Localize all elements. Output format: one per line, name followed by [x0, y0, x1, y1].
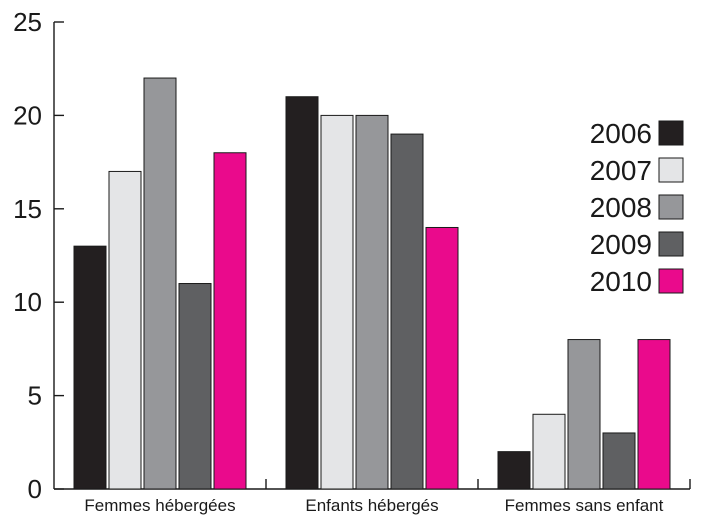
legend-swatch	[658, 157, 684, 183]
category-labels: Femmes hébergées Enfants hébergés Femmes s…	[84, 496, 663, 515]
legend-swatch	[658, 268, 684, 294]
bar-2006-1	[73, 245, 107, 490]
legend-swatch	[658, 194, 684, 220]
category-label: Femmes sans enfant	[505, 496, 664, 515]
legend: 2006 2007 2008 2009 2010	[590, 118, 684, 297]
bar-2010-1	[213, 152, 247, 490]
category-label: Femmes hébergées	[84, 496, 235, 515]
bar-2007-1	[108, 170, 142, 490]
bar-2009-2	[390, 133, 424, 490]
bar-2006-2	[285, 96, 319, 490]
bar-2006-3	[497, 451, 531, 490]
bar-2010-2	[425, 226, 459, 490]
category-label: Enfants hébergés	[305, 496, 438, 515]
bar-2009-3	[602, 432, 636, 490]
bar-2007-2	[320, 114, 354, 490]
legend-label: 2008	[590, 192, 652, 223]
legend-label: 2007	[590, 155, 652, 186]
bar-2010-3	[637, 339, 671, 490]
y-tick-label: 5	[28, 381, 42, 411]
y-tick-label: 20	[13, 100, 42, 130]
y-tick-label: 10	[13, 287, 42, 317]
bar-2008-3	[567, 339, 601, 490]
bar-2008-1	[143, 77, 177, 490]
legend-label: 2006	[590, 118, 652, 149]
legend-label: 2010	[590, 266, 652, 297]
y-tick-label: 0	[28, 474, 42, 504]
y-tick-label: 15	[13, 194, 42, 224]
y-tick-label: 25	[13, 7, 42, 37]
bar-2008-2	[355, 114, 389, 490]
bar-2009-1	[178, 283, 212, 490]
legend-label: 2009	[590, 229, 652, 260]
y-axis-ticks: 0 5 10 15 20 25	[13, 7, 64, 504]
bar-2007-3	[532, 413, 566, 490]
bars	[73, 77, 671, 490]
legend-swatch	[658, 120, 684, 146]
legend-swatch	[658, 231, 684, 257]
